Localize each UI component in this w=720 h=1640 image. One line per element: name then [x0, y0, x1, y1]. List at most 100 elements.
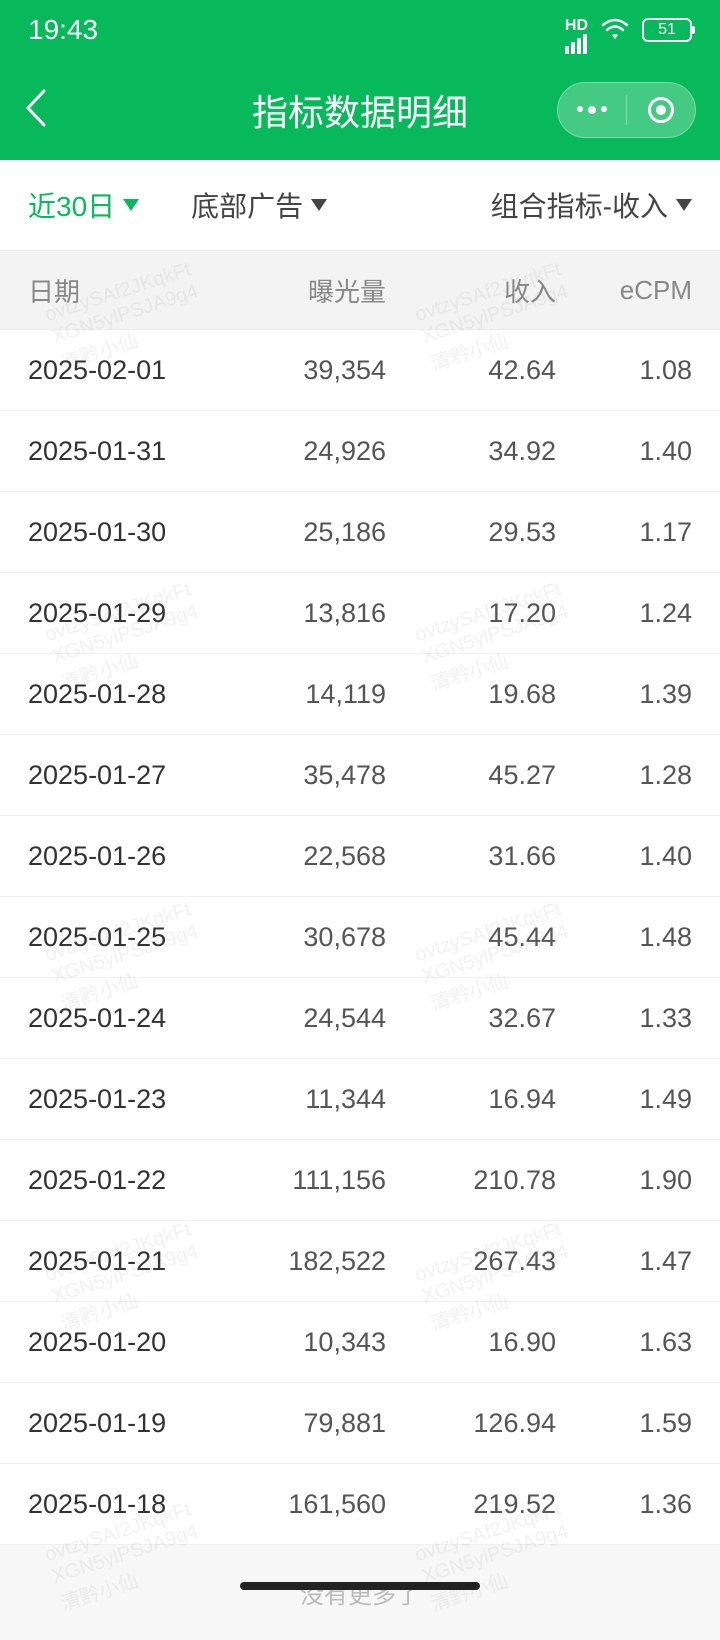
- cell-exposure: 35,478: [226, 760, 386, 791]
- cell-exposure: 24,544: [226, 1003, 386, 1034]
- cell-ecpm: 1.40: [556, 841, 692, 872]
- filter-bar: 近30日 底部广告 组合指标-收入: [0, 160, 720, 250]
- battery-icon: 51: [642, 18, 692, 42]
- cell-ecpm: 1.59: [556, 1408, 692, 1439]
- cell-revenue: 126.94: [386, 1408, 556, 1439]
- filter-ad-position-label: 底部广告: [191, 185, 303, 225]
- wifi-icon: [600, 18, 630, 42]
- table-row[interactable]: 2025-01-2424,54432.671.33: [0, 978, 720, 1059]
- filter-metric-combo[interactable]: 组合指标-收入: [491, 185, 692, 225]
- page-title: 指标数据明细: [252, 84, 468, 136]
- table-row[interactable]: 2025-01-1979,881126.941.59: [0, 1383, 720, 1464]
- status-bar: 19:43 HD 51: [0, 0, 720, 60]
- hd-indicator: HD: [565, 18, 588, 42]
- table-row[interactable]: 2025-01-2735,47845.271.28: [0, 735, 720, 816]
- table-row[interactable]: 2025-01-2913,81617.201.24: [0, 573, 720, 654]
- table-row[interactable]: 2025-01-3025,18629.531.17: [0, 492, 720, 573]
- cell-exposure: 14,119: [226, 679, 386, 710]
- cell-date: 2025-01-27: [28, 760, 226, 791]
- filter-date-range[interactable]: 近30日: [28, 185, 139, 225]
- more-icon: [577, 106, 607, 114]
- filter-ad-position[interactable]: 底部广告: [191, 185, 327, 225]
- cell-revenue: 42.64: [386, 355, 556, 386]
- table-row[interactable]: 2025-02-0139,35442.641.08: [0, 330, 720, 411]
- table-body: 2025-02-0139,35442.641.082025-01-3124,92…: [0, 330, 720, 1545]
- table-row[interactable]: 2025-01-2530,67845.441.48: [0, 897, 720, 978]
- cell-date: 2025-01-29: [28, 598, 226, 629]
- status-icons: HD 51: [565, 18, 692, 42]
- cell-revenue: 267.43: [386, 1246, 556, 1277]
- cell-ecpm: 1.48: [556, 922, 692, 953]
- cell-exposure: 39,354: [226, 355, 386, 386]
- cell-revenue: 29.53: [386, 517, 556, 548]
- filter-metric-combo-label: 组合指标-收入: [491, 185, 668, 225]
- cell-revenue: 210.78: [386, 1165, 556, 1196]
- cell-exposure: 25,186: [226, 517, 386, 548]
- status-time: 19:43: [28, 14, 98, 46]
- cell-ecpm: 1.08: [556, 355, 692, 386]
- table-header: 日期 曝光量 收入 eCPM: [0, 250, 720, 330]
- cell-ecpm: 1.39: [556, 679, 692, 710]
- cell-exposure: 30,678: [226, 922, 386, 953]
- table-row[interactable]: 2025-01-18161,560219.521.36: [0, 1464, 720, 1545]
- column-header-date: 日期: [28, 272, 226, 309]
- table-row[interactable]: 2025-01-22111,156210.781.90: [0, 1140, 720, 1221]
- cell-exposure: 161,560: [226, 1489, 386, 1520]
- column-header-exposure: 曝光量: [226, 272, 386, 309]
- chevron-down-icon: [676, 199, 692, 211]
- cell-date: 2025-01-20: [28, 1327, 226, 1358]
- cell-date: 2025-01-23: [28, 1084, 226, 1115]
- cell-revenue: 16.90: [386, 1327, 556, 1358]
- mini-program-capsule: [557, 82, 696, 138]
- table-row[interactable]: 2025-01-2010,34316.901.63: [0, 1302, 720, 1383]
- cell-date: 2025-01-18: [28, 1489, 226, 1520]
- table-row[interactable]: 2025-01-3124,92634.921.40: [0, 411, 720, 492]
- cell-exposure: 11,344: [226, 1084, 386, 1115]
- home-indicator[interactable]: [240, 1582, 480, 1590]
- cell-revenue: 45.27: [386, 760, 556, 791]
- table-row[interactable]: 2025-01-2622,56831.661.40: [0, 816, 720, 897]
- cell-date: 2025-01-28: [28, 679, 226, 710]
- cell-date: 2025-01-30: [28, 517, 226, 548]
- capsule-menu-button[interactable]: [558, 82, 626, 138]
- signal-icon: [565, 34, 587, 54]
- cell-date: 2025-01-21: [28, 1246, 226, 1277]
- cell-ecpm: 1.33: [556, 1003, 692, 1034]
- cell-date: 2025-01-31: [28, 436, 226, 467]
- cell-ecpm: 1.47: [556, 1246, 692, 1277]
- cell-exposure: 79,881: [226, 1408, 386, 1439]
- cell-revenue: 17.20: [386, 598, 556, 629]
- cell-date: 2025-01-22: [28, 1165, 226, 1196]
- cell-revenue: 31.66: [386, 841, 556, 872]
- column-header-ecpm: eCPM: [556, 275, 692, 306]
- target-icon: [648, 97, 674, 123]
- cell-ecpm: 1.17: [556, 517, 692, 548]
- cell-exposure: 10,343: [226, 1327, 386, 1358]
- cell-date: 2025-01-25: [28, 922, 226, 953]
- cell-revenue: 34.92: [386, 436, 556, 467]
- cell-ecpm: 1.63: [556, 1327, 692, 1358]
- cell-date: 2025-01-19: [28, 1408, 226, 1439]
- cell-exposure: 111,156: [226, 1165, 386, 1196]
- title-bar: 指标数据明细: [0, 60, 720, 160]
- cell-exposure: 13,816: [226, 598, 386, 629]
- back-button[interactable]: [24, 89, 46, 132]
- cell-date: 2025-01-26: [28, 841, 226, 872]
- no-more-label: 没有更多了: [0, 1545, 720, 1640]
- cell-exposure: 182,522: [226, 1246, 386, 1277]
- capsule-close-button[interactable]: [627, 82, 695, 138]
- cell-exposure: 22,568: [226, 841, 386, 872]
- cell-revenue: 32.67: [386, 1003, 556, 1034]
- chevron-down-icon: [311, 199, 327, 211]
- cell-ecpm: 1.40: [556, 436, 692, 467]
- table-row[interactable]: 2025-01-21182,522267.431.47: [0, 1221, 720, 1302]
- cell-revenue: 16.94: [386, 1084, 556, 1115]
- cell-exposure: 24,926: [226, 436, 386, 467]
- chevron-down-icon: [123, 199, 139, 211]
- cell-ecpm: 1.24: [556, 598, 692, 629]
- column-header-revenue: 收入: [386, 272, 556, 309]
- table-row[interactable]: 2025-01-2814,11919.681.39: [0, 654, 720, 735]
- table-row[interactable]: 2025-01-2311,34416.941.49: [0, 1059, 720, 1140]
- cell-revenue: 45.44: [386, 922, 556, 953]
- cell-ecpm: 1.28: [556, 760, 692, 791]
